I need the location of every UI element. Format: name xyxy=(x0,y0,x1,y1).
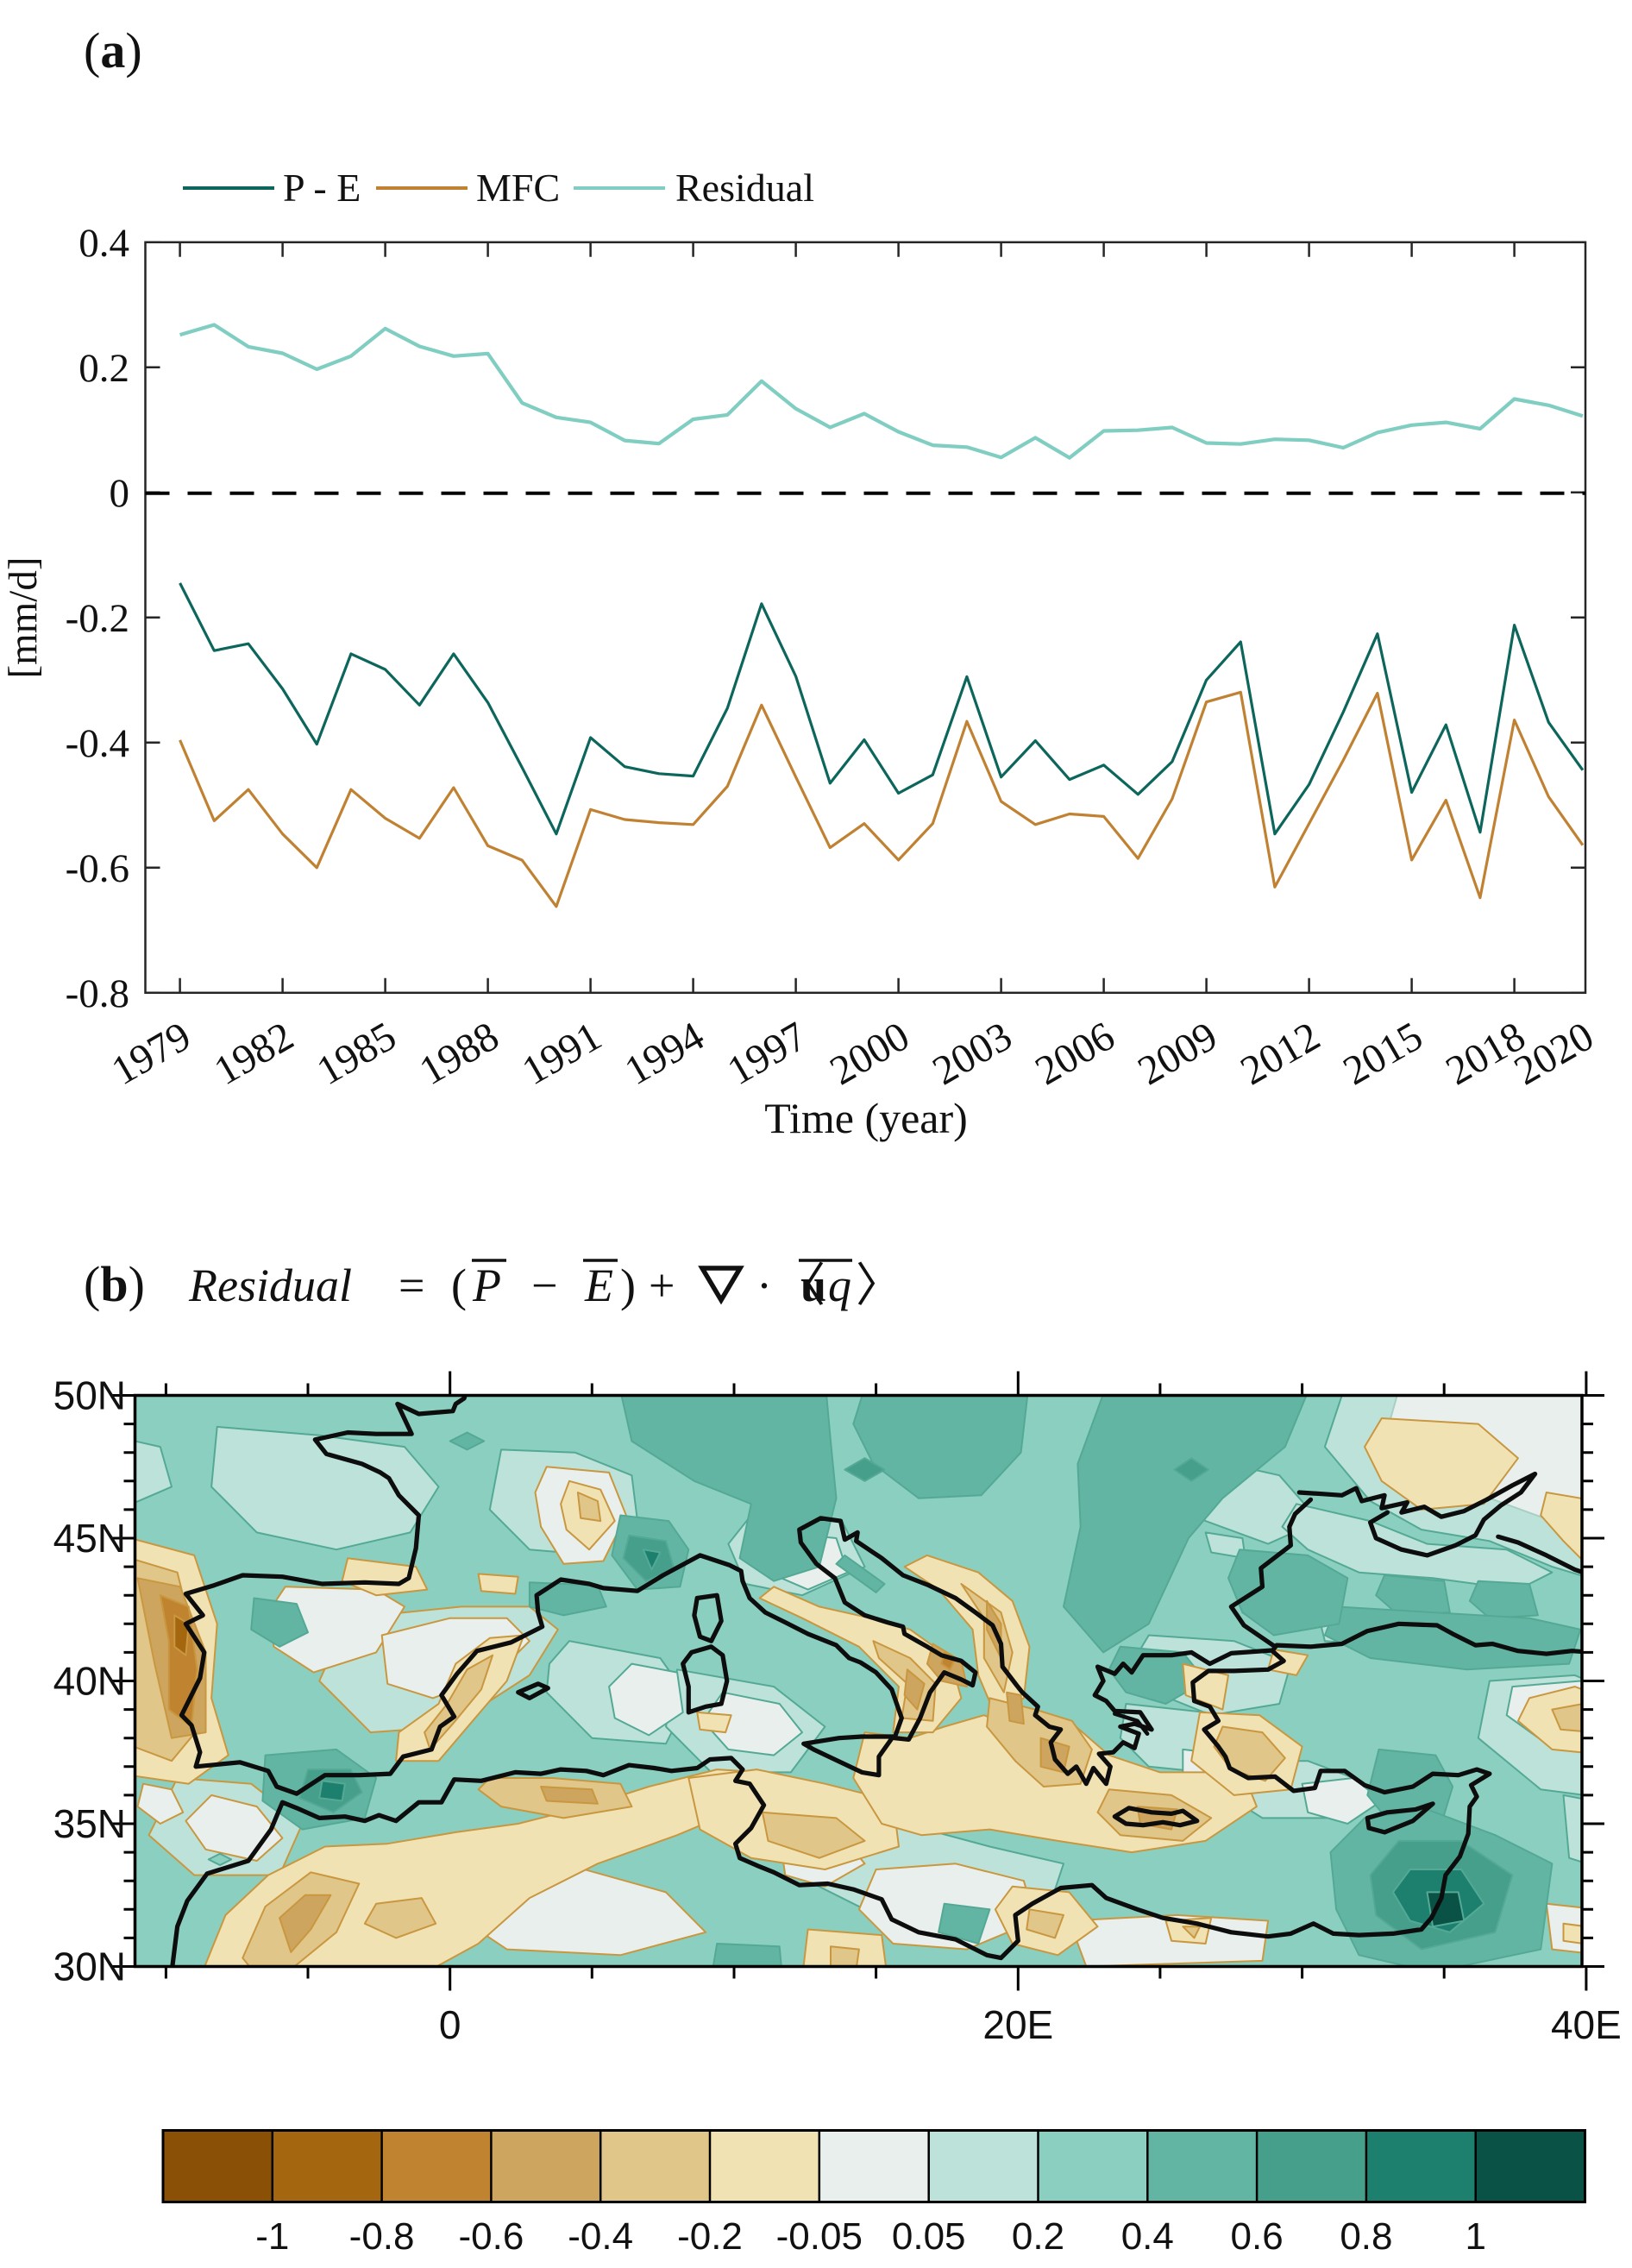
svg-text:−: − xyxy=(531,1260,557,1311)
svg-text:〈: 〈 xyxy=(779,1260,825,1311)
svg-text:P - E: P - E xyxy=(283,166,361,210)
svg-text:40N: 40N xyxy=(53,1659,126,1704)
svg-text:Residual: Residual xyxy=(675,166,814,210)
svg-text:Time (year): Time (year) xyxy=(764,1094,968,1142)
svg-text:Residual: Residual xyxy=(188,1260,352,1311)
svg-text:-0.2: -0.2 xyxy=(66,596,129,641)
svg-text:+: + xyxy=(649,1260,675,1311)
svg-text:0.05: 0.05 xyxy=(892,2215,966,2258)
svg-text:q: q xyxy=(828,1260,851,1311)
svg-text:-0.4: -0.4 xyxy=(66,721,129,766)
svg-text:(: ( xyxy=(451,1260,467,1311)
svg-text:0.4: 0.4 xyxy=(1121,2215,1174,2258)
svg-text:0.6: 0.6 xyxy=(1231,2215,1284,2258)
svg-text:0.2: 0.2 xyxy=(78,346,129,391)
svg-text:-0.6: -0.6 xyxy=(458,2215,524,2258)
svg-text:30N: 30N xyxy=(53,1944,126,1989)
svg-text:0: 0 xyxy=(439,2002,461,2047)
svg-text:(b): (b) xyxy=(84,1256,145,1312)
svg-text:-0.2: -0.2 xyxy=(677,2215,743,2258)
svg-text:20E: 20E xyxy=(982,2002,1053,2047)
svg-text:0.2: 0.2 xyxy=(1012,2215,1064,2258)
svg-text:0.8: 0.8 xyxy=(1340,2215,1392,2258)
svg-text:[mm/d]: [mm/d] xyxy=(1,557,46,679)
svg-text:·: · xyxy=(756,1260,772,1311)
svg-text:0.4: 0.4 xyxy=(78,221,129,266)
svg-text:-0.6: -0.6 xyxy=(66,846,129,891)
svg-text:-1: -1 xyxy=(255,2215,289,2258)
svg-text:MFC: MFC xyxy=(476,166,560,210)
svg-text:-0.4: -0.4 xyxy=(568,2215,633,2258)
svg-text:=: = xyxy=(399,1260,424,1311)
svg-text:u: u xyxy=(800,1260,826,1311)
svg-text:45N: 45N xyxy=(53,1516,126,1561)
svg-text:): ) xyxy=(620,1260,636,1311)
svg-text:-0.05: -0.05 xyxy=(776,2215,863,2258)
svg-text:〉: 〉 xyxy=(856,1260,902,1311)
svg-text:0: 0 xyxy=(110,471,130,516)
svg-text:(a): (a) xyxy=(84,22,142,79)
svg-text:35N: 35N xyxy=(53,1801,126,1846)
svg-text:E: E xyxy=(584,1260,613,1311)
svg-text:1: 1 xyxy=(1465,2215,1485,2258)
svg-text:P: P xyxy=(472,1260,501,1311)
svg-text:-0.8: -0.8 xyxy=(66,971,129,1016)
svg-text:50N: 50N xyxy=(53,1373,126,1418)
svg-text:-0.8: -0.8 xyxy=(349,2215,415,2258)
svg-text:40E: 40E xyxy=(1551,2002,1622,2047)
